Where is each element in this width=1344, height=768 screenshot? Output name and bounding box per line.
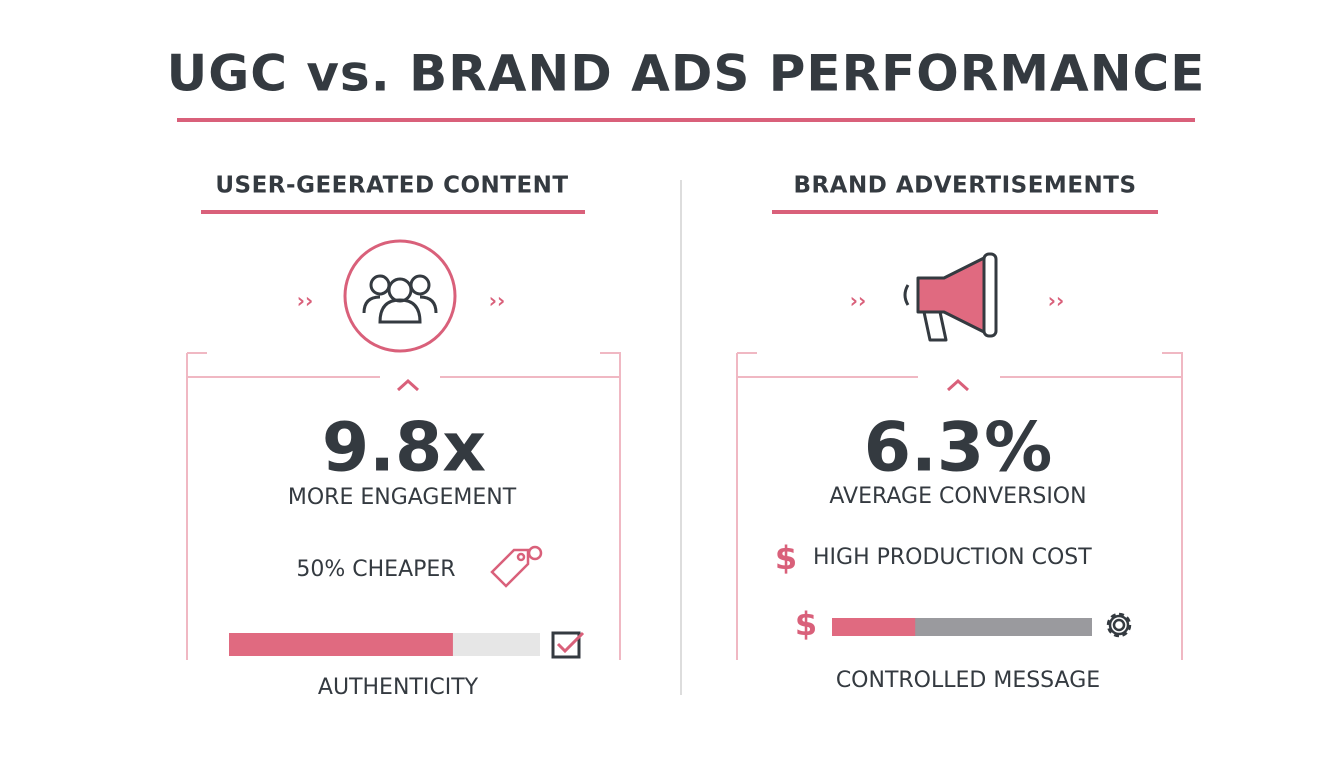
left-stat-label: MORE ENGAGEMENT: [288, 485, 517, 510]
right-stat-label: AVERAGE CONVERSION: [829, 484, 1086, 509]
title: UGC vs. BRAND ADS PERFORMANCE: [167, 45, 1206, 103]
people-icon: [362, 274, 438, 324]
dollar-icon: $: [775, 539, 797, 577]
panel-frame: [736, 352, 1183, 660]
icon-circle: [343, 239, 457, 353]
bar-fill: [229, 633, 453, 656]
gear-icon: [1106, 612, 1132, 638]
left-heading: USER-GEERATED CONTENT: [215, 173, 568, 199]
right-heading: BRAND ADVERTISEMENTS: [793, 173, 1136, 199]
right-bar-label: CONTROLLED MESSAGE: [836, 668, 1100, 693]
tag-icon: [490, 545, 543, 588]
dollar-icon: $: [795, 605, 817, 643]
bar-group: [832, 618, 1092, 636]
chevron-icon: ››: [850, 289, 866, 313]
left-bar-label: AUTHENTICITY: [318, 675, 479, 700]
checkbox-icon: [551, 631, 581, 659]
bar-group: [229, 633, 540, 656]
megaphone-icon: [903, 252, 998, 342]
bar-fill: [832, 618, 916, 636]
check-icon: [556, 631, 585, 654]
left-note: 50% CHEAPER: [296, 557, 455, 582]
chevron-icon: ››: [297, 289, 313, 313]
right-stat: 6.3%: [864, 409, 1053, 488]
caret: [396, 378, 420, 392]
panel-frame: [186, 352, 621, 660]
chevron-icon: ››: [489, 289, 505, 313]
right-note: HIGH PRODUCTION COST: [813, 545, 1092, 570]
caret: [946, 378, 970, 392]
chevron-icon: ››: [1048, 289, 1064, 313]
left-stat: 9.8x: [322, 409, 486, 488]
